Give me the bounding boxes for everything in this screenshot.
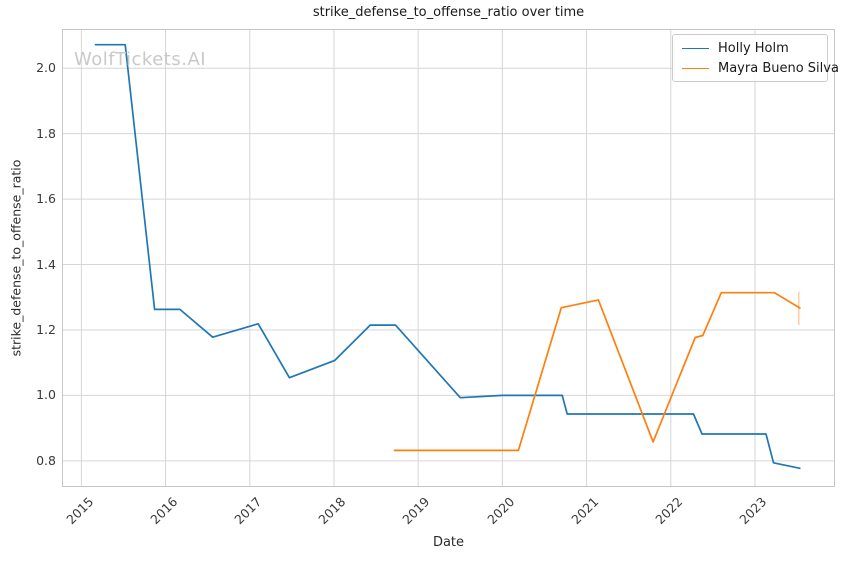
legend-line-swatch-mayra-bueno-silva	[682, 67, 709, 69]
legend-line-swatch-holly-holm	[682, 47, 709, 49]
legend-item: Holly Holm	[682, 39, 818, 57]
y-tick-1.4: 1.4	[36, 256, 56, 272]
y-tick-1.2: 1.2	[36, 321, 56, 337]
y-tick-0.8: 0.8	[36, 452, 56, 468]
plot-border	[62, 29, 835, 487]
series-line-holly-holm	[94, 43, 801, 470]
legend-label: Holly Holm	[718, 40, 789, 56]
watermark: WolfTickets.AI	[74, 49, 207, 70]
y-tick-2.0: 2.0	[36, 60, 56, 76]
x-axis-label: Date	[432, 535, 465, 550]
legend-label: Mayra Bueno Silva	[718, 60, 839, 76]
legend-item: Mayra Bueno Silva	[682, 59, 839, 77]
legend: Holly Holm Mayra Bueno Silva	[672, 34, 839, 82]
series-line-mayra-bueno-silva	[393, 291, 801, 452]
y-tick-1.8: 1.8	[36, 125, 56, 141]
chart-title: strike_defense_to_offense_ratio over tim…	[312, 5, 585, 20]
y-tick-1.0: 1.0	[36, 387, 56, 403]
y-tick-1.6: 1.6	[36, 191, 56, 207]
